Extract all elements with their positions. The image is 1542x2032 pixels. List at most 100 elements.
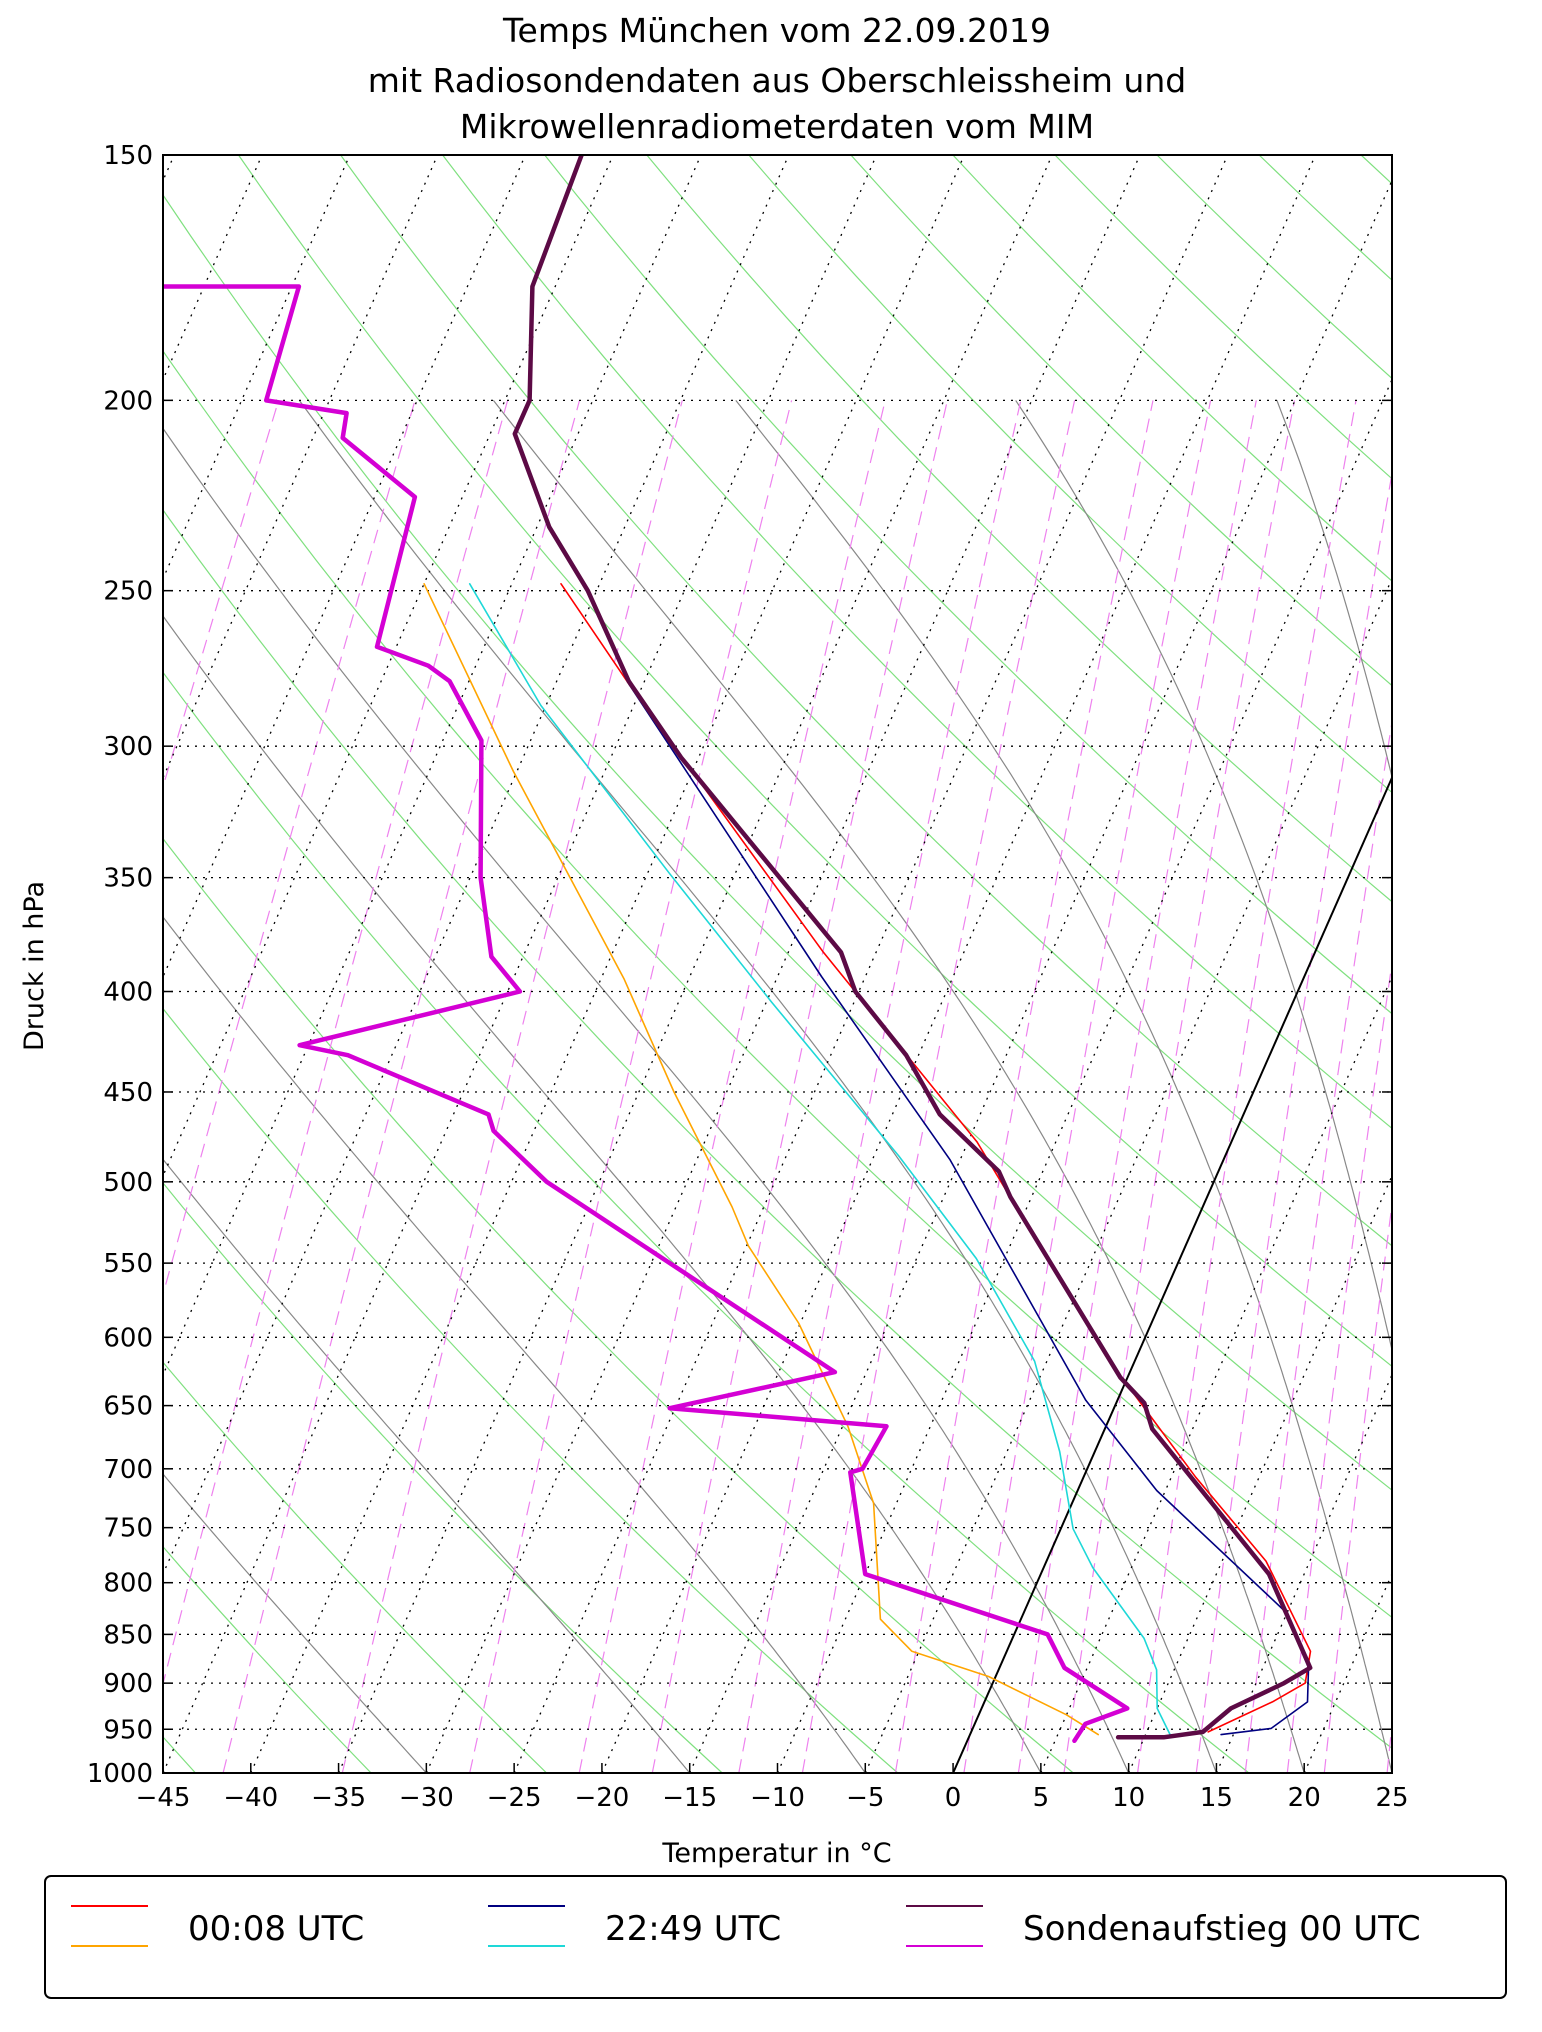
isotherm <box>513 155 1229 1773</box>
x-tick-label: −25 <box>487 1783 542 1813</box>
dry-adiabat <box>163 508 1392 1749</box>
y-tick-label: 850 <box>103 1620 153 1650</box>
dry-adiabat <box>646 155 1392 903</box>
mixing-ratio-line <box>963 400 1212 1773</box>
mixing-ratio-line <box>1195 470 1392 1773</box>
dry-adiabat <box>163 349 1392 1619</box>
mixing-ratio-line <box>163 400 509 1687</box>
isotherm <box>163 155 790 1576</box>
isotherm <box>163 155 439 780</box>
temperature-line <box>628 683 1310 1736</box>
plot-area <box>163 155 1313 1744</box>
mixing-ratio-line <box>469 400 793 1773</box>
y-tick-label: 550 <box>103 1249 153 1279</box>
plot-frame <box>162 154 1393 1774</box>
dry-adiabat <box>163 837 1074 1773</box>
y-tick-label: 500 <box>103 1168 153 1198</box>
y-tick-label: 350 <box>103 864 153 894</box>
chart-title: Temps München vom 22.09.2019 <box>502 11 1051 50</box>
mixing-ratio-line <box>801 400 1076 1773</box>
y-tick-label: 300 <box>103 732 153 762</box>
moist-adiabat <box>163 915 866 1773</box>
isotherm <box>163 155 351 581</box>
temperature-line <box>512 155 1313 1740</box>
dry-adiabat <box>163 1007 899 1773</box>
dry-adiabat <box>163 1182 723 1773</box>
mixing-ratio-line <box>1323 1200 1392 1773</box>
dry-adiabat <box>748 155 1392 794</box>
legend-label: 22:49 UTC <box>605 1909 781 1949</box>
moist-adiabat <box>163 1158 691 1773</box>
mixing-ratio-line <box>222 400 581 1773</box>
x-tick-label: −40 <box>223 1783 278 1813</box>
y-tick-label: 250 <box>103 577 153 607</box>
x-tick-label: −35 <box>311 1783 366 1813</box>
isotherm <box>601 155 1317 1773</box>
x-tick-label: −10 <box>750 1783 805 1813</box>
legend-label: Sondenaufstieg 00 UTC <box>1023 1909 1421 1949</box>
x-tick-label: −20 <box>574 1783 629 1813</box>
isotherm <box>250 155 965 1773</box>
x-tick-label: 0 <box>945 1783 962 1813</box>
dewpoint-line <box>163 284 1130 1744</box>
mixing-ratio-line <box>651 400 948 1773</box>
dry-adiabat <box>238 155 1392 1368</box>
y-tick-label: 900 <box>103 1669 153 1699</box>
y-tick-label: 450 <box>103 1078 153 1108</box>
x-tick-label: −15 <box>662 1783 717 1813</box>
y-tick-label: 650 <box>103 1392 153 1422</box>
x-axis-label: Temperatur in °C <box>661 1838 891 1869</box>
y-tick-label: 600 <box>103 1323 153 1353</box>
x-tick-label: −30 <box>399 1783 454 1813</box>
x-tick-label: 10 <box>1112 1783 1145 1813</box>
y-tick-label: 400 <box>103 978 153 1008</box>
dry-adiabat <box>544 155 1392 1015</box>
mixing-ratio-line <box>163 400 280 789</box>
isotherm <box>163 155 526 979</box>
dry-adiabat <box>340 155 1392 1247</box>
chart-title: mit Radiosondendaten aus Oberschleisshei… <box>368 61 1186 100</box>
isotherm <box>689 178 1392 1773</box>
isotherm <box>163 155 702 1377</box>
x-tick-label: 25 <box>1375 1783 1408 1813</box>
y-axis-label: Druck in hPa <box>19 881 50 1051</box>
y-tick-label: 200 <box>103 386 153 416</box>
y-tick-label: 950 <box>103 1715 153 1745</box>
moist-adiabat <box>163 1473 427 1773</box>
legend: 00:08 UTC 22:49 UTC Sondenaufstieg 00 UTC <box>71 1905 1421 1949</box>
moist-adiabat <box>163 427 1130 1773</box>
dry-adiabat <box>163 1361 548 1773</box>
mixing-ratio-line <box>1244 718 1392 1773</box>
dry-adiabat <box>952 155 1392 582</box>
dewpoint-line <box>468 582 1171 1736</box>
dry-adiabat <box>163 671 1250 1773</box>
mixing-ratio-line <box>894 400 1154 1773</box>
moist-adiabat <box>298 400 1217 1773</box>
dry-adiabat <box>163 193 1392 1491</box>
mixing-ratio-line <box>1063 400 1296 1773</box>
temperature-line <box>560 582 1312 1733</box>
x-tick-label: −5 <box>846 1783 884 1813</box>
x-tick-label: −45 <box>136 1783 191 1813</box>
isotherm <box>163 155 878 1773</box>
y-tick-label: 700 <box>103 1455 153 1485</box>
x-tick-label: 5 <box>1033 1783 1050 1813</box>
legend-label: 00:08 UTC <box>188 1909 364 1949</box>
isotherm <box>337 155 1053 1773</box>
dry-adiabat <box>1054 155 1392 480</box>
background-lines <box>163 155 1392 1773</box>
moist-adiabat <box>735 400 1392 1773</box>
chart-title: Mikrowellenradiometerdaten vom MIM <box>460 107 1094 146</box>
y-tick-label: 1000 <box>87 1759 153 1789</box>
isotherm <box>776 377 1392 1773</box>
axes: 1502002503003504004505005506006507007508… <box>87 141 1409 1813</box>
isotherm <box>425 155 1141 1773</box>
x-tick-label: 15 <box>1200 1783 1233 1813</box>
mixing-ratio-line <box>1137 400 1357 1773</box>
y-tick-label: 800 <box>103 1569 153 1599</box>
mixing-ratio-line <box>738 400 1022 1773</box>
mixing-ratio-line <box>163 400 416 1297</box>
y-tick-label: 750 <box>103 1514 153 1544</box>
